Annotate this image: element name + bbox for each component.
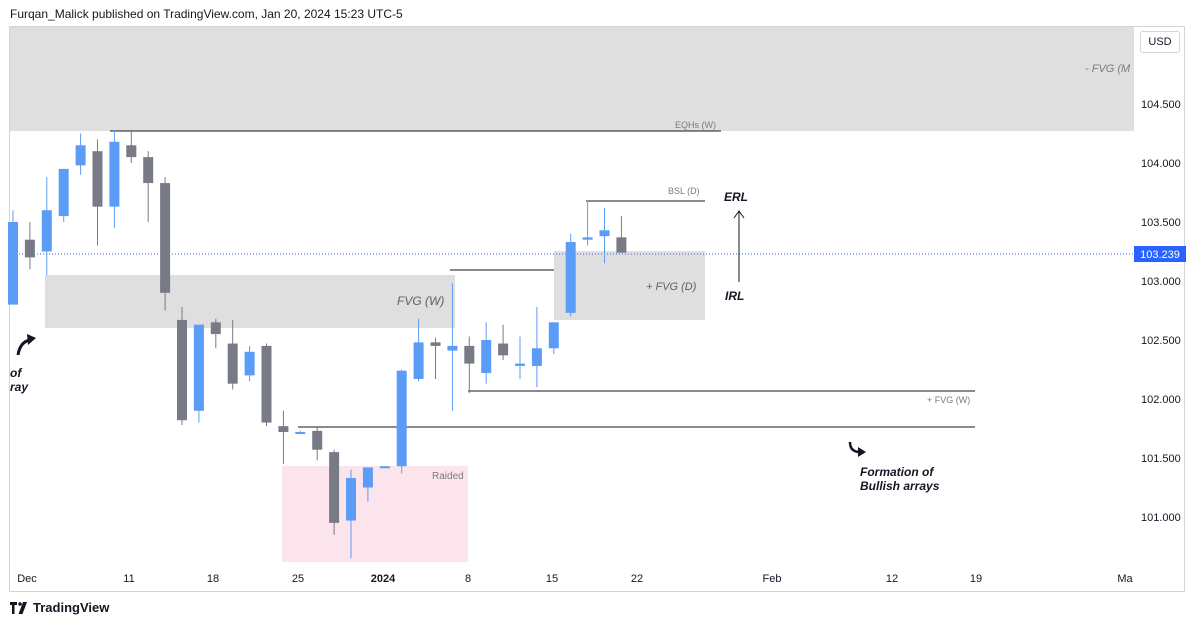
time-tick-label: 22: [631, 573, 643, 585]
bullish-candle: [396, 370, 407, 467]
bearish-candle: [227, 343, 238, 384]
erl-label: ERL: [724, 190, 748, 204]
bullish-candle: [531, 348, 542, 366]
bearish-candle: [210, 322, 221, 335]
bearish-candle: [261, 345, 272, 423]
bullish-candle: [582, 237, 593, 240]
bullish-candle: [599, 230, 610, 237]
bearish-candle: [160, 183, 171, 293]
bullish-candle: [8, 222, 18, 305]
time-tick-label: 25: [292, 573, 304, 585]
raided-zone: [282, 466, 468, 562]
time-tick-label: 8: [465, 573, 471, 585]
time-tick-label: 11: [123, 573, 134, 585]
left-note-line-2: ray: [10, 380, 29, 394]
bullish-candle: [515, 363, 525, 366]
plus-fvg-daily-label: + FVG (D): [646, 281, 697, 293]
price-tick-label: 102.000: [1141, 394, 1181, 406]
time-tick-label: 15: [546, 573, 558, 585]
time-tick-label: Ma: [1117, 573, 1133, 585]
fvg-monthly-zone: [10, 27, 1134, 131]
bullish-candle: [244, 351, 255, 376]
left-note-line-1: of: [10, 366, 22, 380]
plus-fvg-weekly-label: + FVG (W): [927, 395, 970, 405]
bullish-candle: [109, 141, 120, 207]
fvg-monthly-label: - FVG (M: [1085, 63, 1131, 75]
fvg-weekly-zone: [45, 275, 455, 328]
bullish-candle: [548, 322, 559, 349]
bearish-candle: [143, 157, 154, 184]
price-axis: 104.500 104.000 103.500 103.000 102.500 102.0…: [1141, 99, 1181, 524]
time-tick-label: Dec: [17, 573, 37, 585]
bullish-candle: [481, 340, 492, 374]
bearish-candle: [329, 452, 340, 523]
price-tick-label: 101.500: [1141, 453, 1181, 465]
bullish-candle: [379, 466, 390, 469]
bearish-candle: [92, 151, 103, 207]
bearish-candle: [177, 319, 187, 421]
bearish-candle: [24, 239, 35, 258]
price-tick-label: 103.000: [1141, 276, 1181, 288]
bullish-candle: [447, 345, 458, 351]
time-axis: Dec 11 18 25 2024 8 15 22 Feb 12 19 Ma: [17, 573, 1133, 585]
erl-arrow-head: [733, 210, 745, 219]
bullish-candle: [413, 342, 424, 379]
time-tick-label: 12: [886, 573, 898, 585]
formation-line-2: Bullish arrays: [860, 479, 940, 493]
bullish-candle: [565, 242, 576, 313]
formation-line-1: Formation of: [860, 465, 934, 479]
bullish-candle: [58, 168, 69, 217]
bullish-candle: [193, 324, 204, 411]
publish-header: Furqan_Malick published on TradingView.c…: [10, 7, 403, 21]
bearish-candle: [312, 430, 323, 450]
price-tick-label: 102.500: [1141, 335, 1181, 347]
price-tick-label: 101.000: [1141, 512, 1181, 524]
irl-label: IRL: [725, 289, 744, 303]
eqhs-label: EQHs (W): [675, 120, 716, 130]
raided-label: Raided: [432, 471, 464, 482]
fvg-daily-zone: [554, 251, 705, 320]
formation-arrow-head: [858, 447, 866, 457]
bullish-candle: [362, 467, 373, 488]
bearish-candle: [126, 145, 137, 158]
fvg-weekly-label: FVG (W): [397, 294, 444, 308]
time-tick-label: Feb: [763, 573, 782, 585]
price-tick-label: 103.500: [1141, 217, 1181, 229]
bullish-candle: [295, 432, 306, 435]
bearish-candle: [498, 343, 509, 356]
bearish-candle: [616, 237, 627, 253]
bullish-candle: [41, 210, 52, 252]
bearish-candle: [430, 342, 441, 346]
time-tick-label: 19: [970, 573, 982, 585]
footer-brand-label: TradingView: [33, 600, 110, 615]
footer-brand: TradingView: [10, 600, 109, 615]
bsl-label: BSL (D): [668, 186, 700, 196]
time-tick-label: 18: [207, 573, 219, 585]
price-tick-label: 104.500: [1141, 99, 1181, 111]
left-curved-arrow-head: [27, 334, 36, 345]
price-tick-label: 104.000: [1141, 158, 1181, 170]
bearish-candle: [278, 426, 289, 433]
tradingview-logo-icon: [10, 601, 27, 614]
bullish-candle: [75, 145, 86, 166]
currency-button[interactable]: USD: [1140, 31, 1180, 53]
bullish-candle: [346, 478, 356, 521]
current-price-tag: [1134, 246, 1186, 262]
bearish-candle: [464, 345, 475, 364]
current-price-text: 103.239: [1140, 249, 1180, 261]
chart-frame[interactable]: [9, 26, 1185, 592]
time-tick-label: 2024: [371, 573, 396, 585]
candles-group: [8, 129, 627, 559]
